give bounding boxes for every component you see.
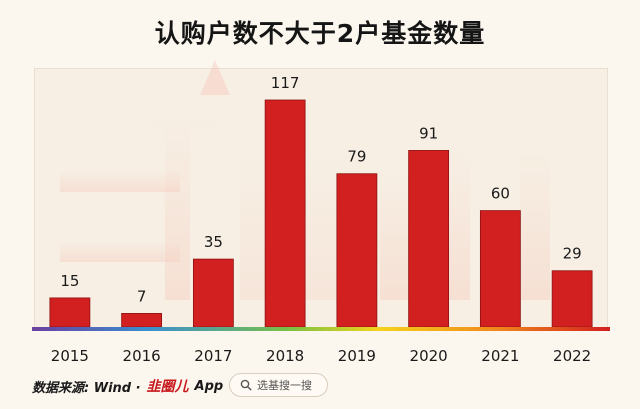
chart-title: 认购户数不大于2户基金数量	[154, 19, 486, 48]
bar-2017	[192, 258, 234, 328]
bar-2020	[408, 150, 450, 328]
bar-value-2020: 91	[419, 124, 438, 142]
bar-2022	[551, 270, 593, 328]
x-tick-2022: 2022	[553, 347, 591, 365]
x-tick-2018: 2018	[266, 347, 304, 365]
bar-value-2021: 60	[491, 185, 510, 203]
source-label: 数据来源: Wind ·	[32, 380, 141, 396]
bar-2016	[121, 313, 163, 328]
bar-value-2019: 79	[347, 148, 366, 166]
search-placeholder: 选基搜一搜	[257, 379, 312, 392]
bar-value-2022: 29	[563, 245, 582, 263]
x-tick-2020: 2020	[410, 347, 448, 365]
bar-value-2015: 15	[60, 272, 79, 290]
x-tick-2016: 2016	[123, 347, 161, 365]
bar-2019	[336, 173, 378, 328]
x-axis-baseline	[32, 327, 610, 331]
brand-logo: 韭圈儿	[146, 379, 189, 395]
bar-2018	[264, 99, 306, 328]
x-tick-2015: 2015	[51, 347, 89, 365]
bar-value-2017: 35	[204, 233, 223, 251]
bar-2021	[479, 210, 521, 328]
bar-value-2018: 117	[271, 74, 300, 92]
search-icon	[240, 379, 252, 391]
source-footer: 数据来源: Wind · 韭圈儿 App	[32, 374, 223, 398]
x-tick-2019: 2019	[338, 347, 376, 365]
bar-value-2016: 7	[137, 287, 147, 305]
bar-2015	[49, 297, 91, 328]
x-tick-2021: 2021	[481, 347, 519, 365]
x-tick-2017: 2017	[194, 347, 232, 365]
app-label: App	[194, 378, 224, 394]
search-button[interactable]: 选基搜一搜	[229, 373, 328, 397]
